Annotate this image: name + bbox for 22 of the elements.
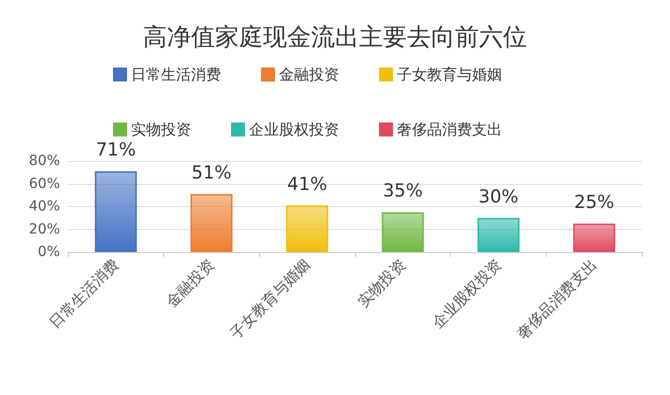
- y-tick-label: 40%: [28, 198, 60, 214]
- x-tick-label: 奢侈品消费支出: [514, 256, 601, 343]
- legend-label: 企业股权投资: [249, 120, 339, 138]
- legend-label: 日常生活消费: [131, 66, 221, 84]
- y-tick-label: 60%: [28, 176, 60, 192]
- x-tick-label: 企业股权投资: [428, 256, 505, 332]
- y-tick-label: 20%: [28, 221, 60, 238]
- x-tick-label: 实物投资: [354, 256, 410, 311]
- x-tick-label: 子女教育与婚姻: [226, 256, 314, 343]
- data-label: 51%: [191, 162, 232, 184]
- data-label: 35%: [382, 180, 423, 202]
- data-label: 25%: [574, 192, 614, 214]
- chart-title: 高净值家庭现金流出主要去向前六位: [143, 23, 527, 51]
- legend-label: 金融投资: [279, 66, 339, 84]
- data-label: 30%: [478, 186, 519, 208]
- data-label: 41%: [287, 174, 328, 195]
- y-tick-label: 80%: [28, 153, 60, 169]
- data-label: 71%: [96, 140, 136, 161]
- legend-label: 奢侈品消费支出: [397, 120, 502, 138]
- legend-label: 子女教育与婚姻: [397, 66, 502, 84]
- x-tick-label: 金融投资: [162, 256, 218, 311]
- legend-label: 实物投资: [131, 120, 191, 138]
